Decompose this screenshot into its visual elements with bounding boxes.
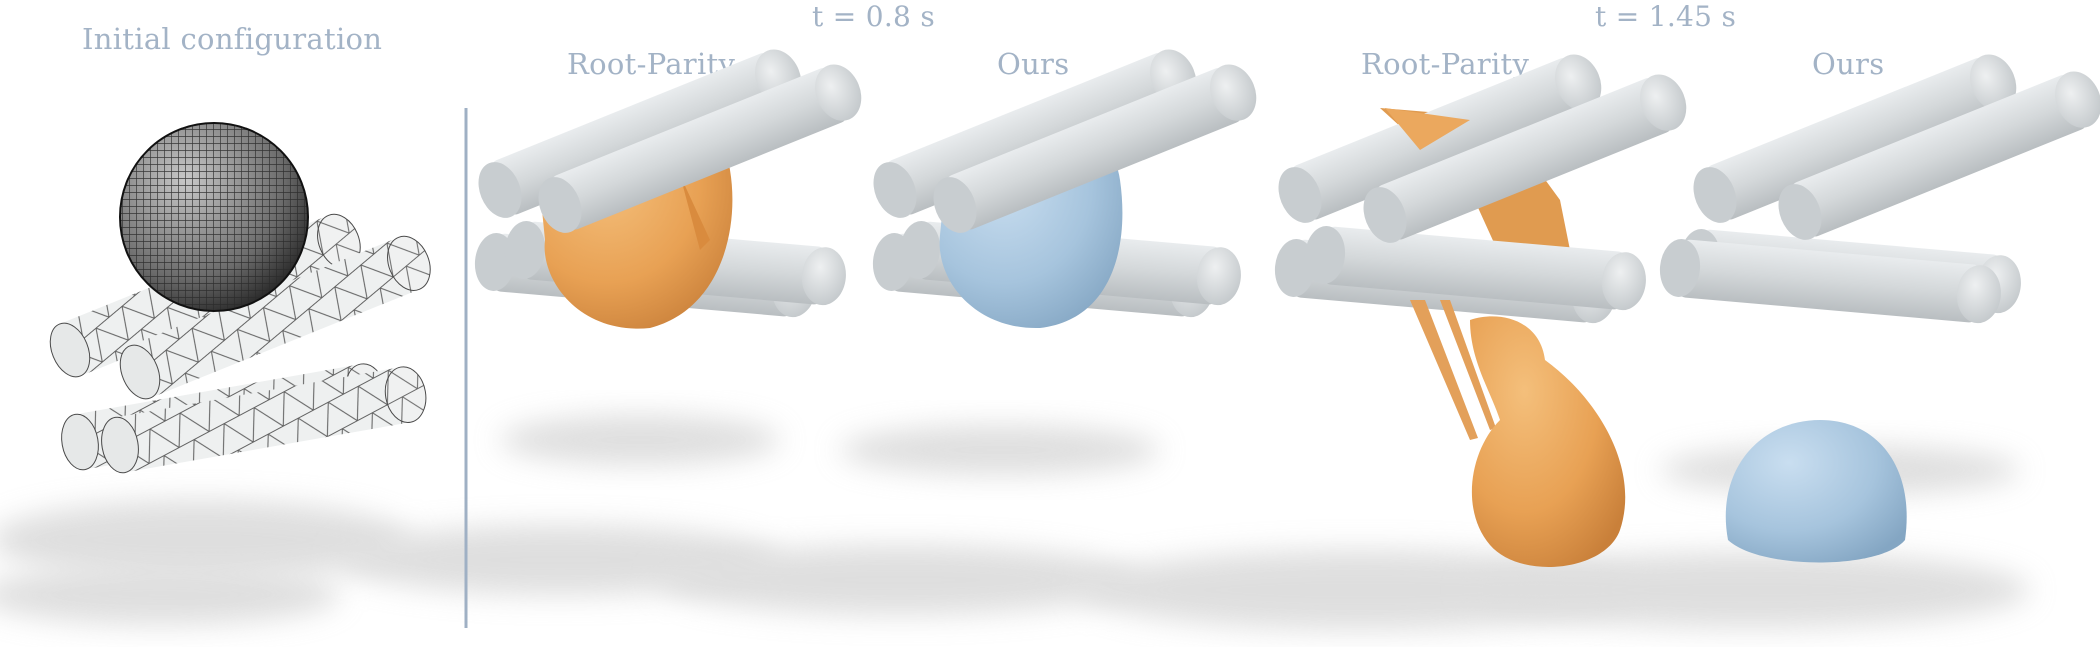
method-label-ours-0-8s: Ours <box>997 47 1070 81</box>
mesh-sphere <box>119 122 309 312</box>
soft-body-root-parity-drip <box>1470 316 1626 568</box>
soft-body-flap <box>1385 108 1470 150</box>
initial-configuration-label: Initial configuration <box>82 22 383 56</box>
method-label-ours-1-45s: Ours <box>1812 47 1885 81</box>
panel-ours-1-45s <box>1657 47 2100 563</box>
initial-configuration-panel <box>42 122 439 477</box>
panel-root-parity-1-45s <box>1270 47 1695 568</box>
panel-ours-0-8s <box>865 42 1265 329</box>
soft-body-ours-blob <box>1725 420 1907 563</box>
panel-root-parity-0-8s <box>470 42 870 329</box>
floor-shadows <box>0 415 2030 630</box>
time-label-0-8s: t = 0.8 s <box>812 0 936 33</box>
time-label-1-45s: t = 1.45 s <box>1595 0 1737 33</box>
method-label-root-parity-1-45s: Root-Parity <box>1361 47 1530 81</box>
soft-body-strands <box>1410 300 1496 440</box>
soft-body-spike <box>680 175 710 250</box>
